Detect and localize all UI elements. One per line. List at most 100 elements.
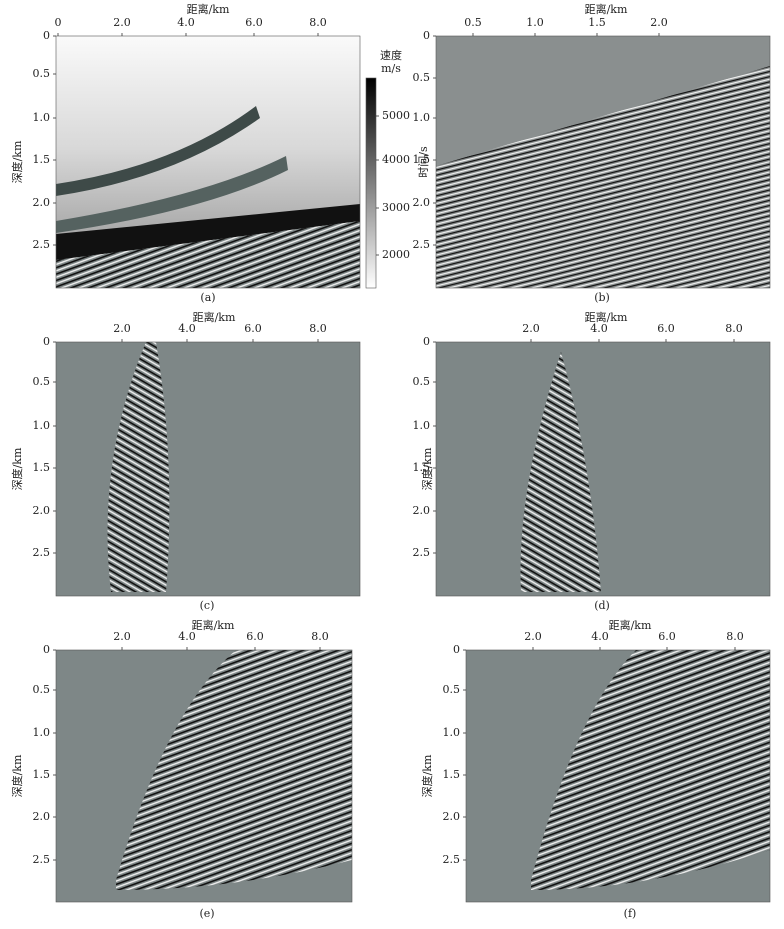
x-tick-label: 4.0 <box>177 16 195 29</box>
y-axis-label: 深度/km <box>420 754 434 797</box>
x-tick-label: 4.0 <box>591 630 609 643</box>
deep-layers <box>56 221 360 288</box>
x-tick-label: 6.0 <box>657 322 675 335</box>
y-tick-label: 1.5 <box>443 768 461 781</box>
y-tick-label: 2.5 <box>413 238 431 251</box>
y-tick-label: 2.5 <box>33 853 51 866</box>
x-tick-label: 2.0 <box>524 630 542 643</box>
caption: (f) <box>624 907 637 920</box>
colorbar-tick-label: 5000 <box>382 109 410 122</box>
y-tick-label: 1.0 <box>413 111 431 124</box>
y-axis-label: 时间/s <box>417 146 430 178</box>
y-tick-label: 2.5 <box>413 546 431 559</box>
x-tick-label: 1.5 <box>588 16 606 29</box>
x-tick-label: 2.0 <box>113 630 131 643</box>
x-tick-label: 8.0 <box>726 630 744 643</box>
colorbar-unit: m/s <box>381 62 401 75</box>
image-frame <box>435 341 771 597</box>
y-tick-label: 0.5 <box>413 71 431 84</box>
y-axis-label: 深度/km <box>10 447 24 490</box>
x-tick-label: 4.0 <box>590 322 608 335</box>
colorbar <box>365 77 377 289</box>
y-tick-label: 1.5 <box>413 461 431 474</box>
x-tick-label: 6.0 <box>245 16 263 29</box>
panel: 距离/km 0.5 1.0 1.5 2.0 0 0.5 1.0 1.5 2.0 2.5 时间/s (b) <box>413 2 771 304</box>
caption: (b) <box>594 291 610 304</box>
image-frame <box>435 35 771 289</box>
caption: (c) <box>200 599 215 612</box>
y-tick-label: 2.5 <box>443 853 461 866</box>
x-tick-label: 2.0 <box>650 16 668 29</box>
migration-energy <box>116 650 352 890</box>
image-frame <box>55 35 361 289</box>
panel: 距离/km 2.0 4.0 6.0 8.0 0 0.5 1.0 1.5 2.0 2.5 深度/km (d… <box>413 310 771 612</box>
x-axis-label: 距离/km <box>585 2 628 16</box>
layer-band <box>56 106 260 196</box>
panel: 距离/km 0 2.0 4.0 6.0 8.0 0 0.5 1.0 1.5 2.0 2.5 深度/km (… <box>10 2 410 304</box>
x-axis-label: 距离/km <box>187 2 230 16</box>
migration-energy <box>531 650 770 890</box>
image-frame <box>465 649 771 903</box>
x-tick-label: 6.0 <box>658 630 676 643</box>
x-tick-label: 8.0 <box>309 322 327 335</box>
y-tick-label: 0 <box>423 29 430 42</box>
x-tick-label: 1.0 <box>526 16 544 29</box>
y-tick-label: 2.0 <box>443 810 461 823</box>
y-tick-label: 2.0 <box>413 196 431 209</box>
y-axis-label: 深度/km <box>10 754 24 797</box>
y-tick-label: 2.5 <box>33 238 51 251</box>
layer-band <box>56 156 288 233</box>
salt-wedge <box>56 204 360 260</box>
colorbar-label: 速度 <box>380 48 402 62</box>
y-tick-label: 1.0 <box>443 726 461 739</box>
y-tick-label: 0.5 <box>33 375 51 388</box>
seismic-image <box>56 342 360 596</box>
colorbar-tick-label: 2000 <box>382 248 410 261</box>
y-tick-label: 2.0 <box>33 810 51 823</box>
y-tick-label: 0 <box>423 335 430 348</box>
x-tick-label: 0 <box>55 16 62 29</box>
y-tick-label: 0.5 <box>33 683 51 696</box>
y-tick-label: 0.5 <box>33 67 51 80</box>
x-axis-label: 距离/km <box>192 618 235 632</box>
x-tick-label: 4.0 <box>178 630 196 643</box>
x-tick-label: 8.0 <box>311 630 329 643</box>
migration-energy <box>107 342 170 592</box>
x-tick-label: 2.0 <box>113 16 131 29</box>
y-tick-label: 1.0 <box>33 419 51 432</box>
x-tick-label: 8.0 <box>309 16 327 29</box>
y-tick-label: 0 <box>43 335 50 348</box>
y-tick-label: 1.5 <box>33 768 51 781</box>
y-axis-label: 深度/km <box>420 447 434 490</box>
y-tick-label: 0.5 <box>413 375 431 388</box>
y-tick-label: 1.0 <box>33 726 51 739</box>
panel: 距离/km 2.0 4.0 6.0 8.0 0 0.5 1.0 1.5 2.0 2.5 深度/km (e… <box>10 618 353 920</box>
y-tick-label: 1.5 <box>413 153 431 166</box>
seismic-image <box>436 342 770 596</box>
image-frame <box>55 649 353 903</box>
y-tick-label: 1.5 <box>33 153 51 166</box>
x-axis-label: 距离/km <box>193 310 236 324</box>
panel: 距离/km 2.0 4.0 6.0 8.0 0 0.5 1.0 1.5 2.0 2.5 深度/km (c… <box>10 310 361 612</box>
migration-energy <box>520 352 601 592</box>
colorbar-tick-label: 3000 <box>382 201 410 214</box>
y-tick-label: 0 <box>43 29 50 42</box>
y-tick-label: 0 <box>453 643 460 656</box>
x-tick-label: 2.0 <box>113 322 131 335</box>
panel: 距离/km 2.0 4.0 6.0 8.0 0 0.5 1.0 1.5 2.0 2.5 深度/km (f… <box>420 618 771 920</box>
caption: (a) <box>200 291 215 304</box>
x-tick-label: 0.5 <box>464 16 482 29</box>
x-tick-label: 6.0 <box>244 322 262 335</box>
x-tick-label: 2.0 <box>522 322 540 335</box>
x-tick-label: 4.0 <box>178 322 196 335</box>
y-tick-label: 2.0 <box>33 196 51 209</box>
x-axis-label: 距离/km <box>609 618 652 632</box>
y-tick-label: 1.5 <box>33 461 51 474</box>
y-tick-label: 0 <box>43 643 50 656</box>
y-tick-label: 2.0 <box>33 504 51 517</box>
y-tick-label: 0.5 <box>443 683 461 696</box>
x-tick-label: 6.0 <box>246 630 264 643</box>
image-frame <box>55 341 361 597</box>
y-tick-label: 1.0 <box>33 111 51 124</box>
